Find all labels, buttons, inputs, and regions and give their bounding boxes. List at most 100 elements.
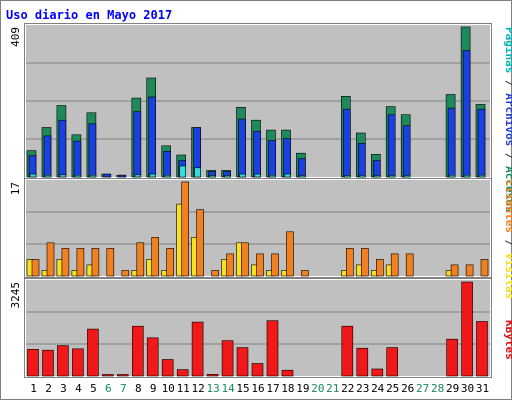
bar-kbytes-day-29: [446, 338, 458, 377]
bar-clientes-day-13: [211, 270, 219, 277]
panel-top: 409: [9, 23, 492, 179]
panel-middle: 17: [9, 178, 492, 278]
bar-kbytes-day-14: [221, 340, 234, 377]
x-tick-label: 5: [90, 382, 97, 395]
x-tick-label: 25: [386, 382, 399, 395]
x-tick-label: 9: [150, 382, 157, 395]
x-tick-label: 14: [221, 382, 235, 395]
bar-archivos-day-17: [268, 140, 276, 178]
bar-archivos-day-24: [372, 160, 381, 178]
x-tick-label: 21: [326, 382, 339, 395]
bar-clientes-day-10: [166, 248, 174, 277]
bar-paginas-day-18: [284, 173, 291, 178]
x-tick-label: 12: [191, 382, 204, 395]
legend-part: /: [503, 73, 512, 93]
bar-clientes-day-26: [405, 253, 414, 277]
bar-clientes-day-24: [375, 259, 384, 277]
bar-clientes-day-25: [390, 253, 399, 277]
bar-paginas-day-3: [59, 174, 67, 178]
bar-kbytes-day-12: [191, 321, 204, 377]
bar-kbytes-day-2: [42, 349, 54, 377]
x-tick-label: 1: [30, 382, 37, 395]
bar-kbytes-day-3: [57, 345, 69, 377]
bar-kbytes-day-23: [356, 347, 369, 377]
x-tick-label: 22: [341, 382, 354, 395]
y-max-label: 17: [9, 182, 22, 195]
bar-kbytes-day-8: [132, 325, 144, 377]
bar-clientes-day-5: [91, 248, 100, 277]
bar-paginas-day-24: [373, 175, 381, 178]
bar-paginas-day-1: [29, 173, 37, 178]
bar-paginas-day-10: [164, 174, 171, 178]
x-tick-label: 24: [371, 382, 385, 395]
bar-kbytes-day-9: [146, 337, 159, 377]
x-tick-label: 4: [75, 382, 82, 395]
bar-clientes-day-22: [345, 248, 354, 277]
bar-archivos-day-29: [447, 107, 456, 178]
bar-archivos-day-19: [298, 158, 306, 178]
bar-paginas-day-19: [299, 175, 306, 178]
bar-clientes-day-1: [31, 259, 40, 277]
bar-paginas-day-2: [44, 174, 52, 178]
x-tick-label: 11: [177, 382, 190, 395]
x-tick-label: 8: [135, 382, 142, 395]
bar-kbytes-day-22: [341, 325, 354, 377]
x-tick-label: 18: [281, 382, 294, 395]
bar-paginas-day-13: [209, 175, 216, 178]
bar-archivos-day-8: [133, 111, 142, 178]
x-tick-label: 16: [251, 382, 264, 395]
legend-part: KBytes: [503, 320, 512, 360]
x-tick-label: 10: [162, 382, 175, 395]
bar-paginas-day-9: [149, 173, 156, 178]
bar-kbytes-day-25: [386, 347, 399, 377]
bar-paginas-day-4: [74, 174, 82, 178]
bar-archivos-day-15: [238, 118, 246, 178]
bar-paginas-day-17: [269, 174, 276, 178]
bar-archivos-day-7: [118, 174, 127, 178]
bar-kbytes-day-31: [476, 321, 488, 377]
legend-part: Accesos: [503, 166, 512, 212]
bar-kbytes-day-1: [27, 348, 39, 377]
bar-clientes-day-19: [301, 270, 309, 277]
bar-archivos-day-5: [88, 123, 97, 178]
bar-paginas-day-11: [179, 165, 186, 178]
bar-paginas-day-23: [358, 175, 366, 178]
bar-archivos-day-2: [43, 135, 52, 178]
bar-clientes-day-3: [61, 248, 70, 277]
bar-kbytes-day-30: [461, 281, 473, 377]
x-tick-label: 23: [356, 382, 369, 395]
bar-clientes-day-16: [256, 253, 264, 277]
bar-clientes-day-31: [480, 259, 489, 277]
bar-paginas-day-25: [388, 175, 396, 178]
x-tick-label: 26: [401, 382, 414, 395]
x-tick-label: 28: [431, 382, 444, 395]
y-max-label: 409: [9, 27, 22, 47]
x-tick-label: 17: [266, 382, 279, 395]
bar-clientes-day-12: [196, 209, 204, 277]
bar-paginas-day-12: [194, 167, 201, 178]
legend-bottom: KBytes: [503, 320, 512, 360]
bar-paginas-day-16: [254, 173, 261, 178]
bar-kbytes-day-15: [236, 347, 249, 377]
legend-part: /: [503, 146, 512, 166]
bar-clientes-day-29: [450, 264, 459, 277]
bar-clientes-day-8: [136, 242, 145, 277]
bar-clientes-day-15: [241, 242, 249, 277]
y-max-label: 3245: [9, 282, 22, 309]
bar-archivos-day-18: [283, 138, 291, 178]
x-tick-label: 3: [60, 382, 67, 395]
bar-paginas-day-29: [448, 174, 456, 178]
legend-middle: Clientes / Visitas: [503, 180, 512, 299]
bar-paginas-day-30: [463, 174, 471, 178]
bar-archivos-day-25: [387, 114, 396, 178]
legend-part: /: [503, 233, 512, 253]
bar-kbytes-day-11: [176, 369, 189, 377]
legend-part: Visitas: [503, 253, 512, 299]
bar-paginas-day-14: [224, 175, 231, 178]
x-tick-label: 13: [206, 382, 219, 395]
bar-archivos-day-6: [103, 173, 112, 178]
bar-clientes-day-4: [76, 248, 85, 277]
x-tick-label: 27: [416, 382, 429, 395]
bar-kbytes-day-5: [87, 328, 99, 377]
